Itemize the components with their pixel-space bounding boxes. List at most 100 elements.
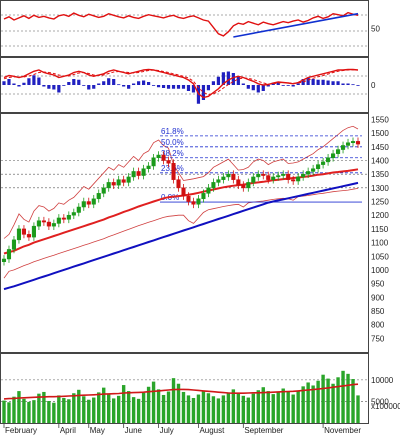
candle-body bbox=[311, 168, 316, 172]
macd-histogram-bar bbox=[351, 84, 355, 86]
volume-bar bbox=[126, 391, 131, 423]
tick-label: 1350 bbox=[371, 170, 389, 179]
long-moving-average bbox=[3, 181, 359, 291]
tick-label: 1250 bbox=[371, 198, 389, 207]
volume-bar bbox=[336, 377, 340, 423]
month-label: July bbox=[160, 426, 174, 435]
candle-body bbox=[196, 198, 201, 205]
macd-histogram-bar bbox=[87, 85, 91, 90]
volume-bar bbox=[121, 385, 126, 423]
candle-body bbox=[81, 201, 86, 208]
volume-bar bbox=[161, 394, 166, 423]
macd-signal-line bbox=[3, 69, 359, 96]
volume-bar bbox=[82, 396, 86, 423]
macd-histogram-bar bbox=[171, 85, 176, 89]
candle-body bbox=[96, 193, 101, 200]
volume-bar bbox=[341, 370, 345, 423]
volume-bar bbox=[131, 397, 136, 423]
volume-bar bbox=[346, 373, 350, 423]
volume-bars bbox=[2, 370, 360, 423]
tick-label: 1500 bbox=[371, 129, 389, 138]
candle-body bbox=[251, 176, 256, 183]
macd-histogram-bar bbox=[216, 76, 220, 85]
candle-body bbox=[291, 179, 296, 182]
rsi-trendline bbox=[233, 12, 359, 38]
macd-histogram-bar bbox=[201, 85, 206, 100]
tick-label: 50 bbox=[371, 25, 380, 34]
volume-bar bbox=[326, 378, 330, 423]
candle-body bbox=[6, 249, 12, 260]
volume-bar bbox=[236, 392, 241, 423]
macd-histogram-bar bbox=[271, 82, 275, 85]
macd-histogram-bar bbox=[256, 85, 260, 93]
tick-label: 750 bbox=[371, 334, 385, 343]
candle-body bbox=[271, 176, 276, 180]
macd-histogram-bar bbox=[166, 85, 171, 89]
volume-bar bbox=[266, 391, 270, 423]
tick-label: 1050 bbox=[371, 252, 389, 261]
macd-histogram-bar bbox=[12, 83, 16, 85]
candle-body bbox=[261, 173, 266, 176]
macd-histogram-bar bbox=[321, 79, 325, 85]
macd-histogram-bar bbox=[156, 85, 161, 88]
volume-bar bbox=[57, 395, 61, 423]
volume-bar bbox=[181, 391, 186, 423]
macd-histogram-bar bbox=[186, 85, 191, 91]
candle-body bbox=[141, 168, 146, 176]
volume-bar bbox=[102, 387, 106, 423]
rsi-panel bbox=[0, 0, 369, 57]
volume-bar bbox=[42, 391, 46, 423]
volume-bar bbox=[211, 396, 216, 423]
fibonacci-label: 61.8% bbox=[161, 127, 184, 136]
candle-body bbox=[156, 154, 161, 159]
volume-bar bbox=[296, 391, 300, 423]
candle-body bbox=[46, 221, 51, 227]
volume-bar bbox=[241, 395, 246, 423]
candle-body bbox=[36, 220, 41, 227]
macd-histogram-bar bbox=[316, 79, 320, 85]
candle-body bbox=[276, 175, 281, 178]
volume-bar bbox=[286, 391, 290, 423]
candle-body bbox=[216, 179, 221, 183]
month-label: February bbox=[5, 426, 37, 435]
volume-bar bbox=[156, 389, 161, 423]
macd-histogram-bar bbox=[341, 83, 345, 85]
month-axis: February April May June July August September N… bbox=[3, 423, 361, 435]
month-label: August bbox=[199, 426, 225, 435]
macd-histogram-bar bbox=[211, 81, 216, 85]
candle-body bbox=[355, 141, 361, 145]
volume-bar bbox=[97, 392, 101, 423]
volume-bar bbox=[22, 398, 26, 423]
candle-body bbox=[111, 182, 116, 186]
candle-body bbox=[131, 171, 136, 178]
macd-histogram-bar bbox=[142, 80, 146, 85]
volume-bar bbox=[32, 400, 36, 423]
tick-label: 1100 bbox=[371, 239, 389, 248]
volume-bar bbox=[251, 393, 255, 423]
tick-label: 1200 bbox=[371, 211, 389, 220]
candlesticks bbox=[1, 137, 361, 266]
macd-histogram-bar bbox=[176, 85, 181, 89]
volume-bar bbox=[311, 385, 315, 423]
volume-bar bbox=[27, 401, 31, 423]
price-axis: 750 800 850 900 950 1000 1050 1100 1150 1200 1250 1… bbox=[371, 115, 389, 343]
candle-body bbox=[31, 225, 36, 238]
rsi-axis: 50 bbox=[371, 25, 380, 34]
tick-label: 950 bbox=[371, 280, 385, 289]
candle-body bbox=[266, 175, 271, 180]
macd-histogram-bar bbox=[226, 71, 230, 85]
candle-body bbox=[281, 173, 286, 176]
candle-body bbox=[101, 187, 106, 194]
macd-histogram-bar bbox=[132, 83, 136, 85]
macd-histogram bbox=[2, 71, 360, 104]
macd-histogram-bar bbox=[206, 85, 211, 91]
candle-body bbox=[306, 171, 311, 175]
candle-body bbox=[76, 206, 81, 213]
macd-histogram-bar bbox=[42, 85, 46, 87]
macd-histogram-bar bbox=[191, 85, 196, 93]
candle-body bbox=[146, 165, 151, 169]
volume-bar bbox=[136, 398, 141, 423]
volume-bar bbox=[141, 392, 146, 423]
candle-body bbox=[66, 214, 71, 220]
candle-body bbox=[301, 173, 306, 178]
